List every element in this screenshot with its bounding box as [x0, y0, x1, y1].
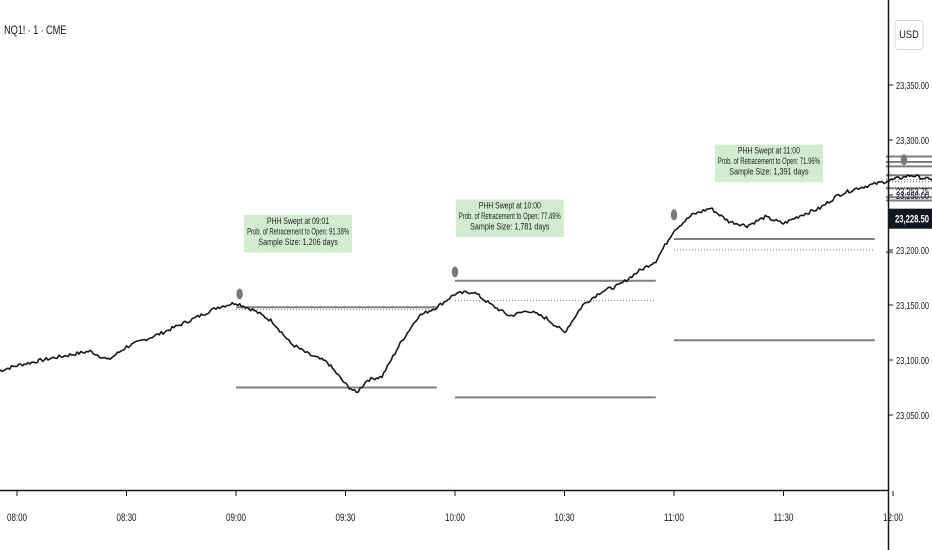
sweep-markers: [236, 154, 908, 300]
annotation-text: PHH Swept at 09:01: [267, 216, 329, 227]
annotation-text: Sample Size: 1,781 days: [470, 222, 550, 233]
annotation-text: Sample Size: 1,206 days: [258, 237, 338, 248]
x-tick-label: 08:00: [7, 512, 27, 524]
symbol-title[interactable]: NQ1! · 1 · CME: [4, 23, 67, 37]
annotation-text: Prob. of Retracement to Open: 71.96%: [718, 156, 820, 167]
x-tick-label: 11:30: [774, 512, 794, 524]
annotation-text: PHH Swept at 11:00: [738, 146, 800, 157]
x-tick-label: 09:30: [336, 512, 356, 524]
price-label: 23,253.75: [896, 186, 929, 198]
x-tick-label: 09:00: [226, 512, 246, 524]
annotation-text: PHH Swept at 10:00: [479, 201, 541, 212]
x-tick-label: 08:30: [117, 512, 137, 524]
sweep-marker[interactable]: [451, 266, 459, 278]
sweep-marker[interactable]: [670, 209, 678, 221]
x-tick-label: 11:00: [664, 512, 684, 524]
currency-button[interactable]: USD: [894, 20, 924, 50]
y-tick-label: 23,300.00: [896, 135, 929, 147]
price-line: [0, 174, 932, 394]
y-tick-label: 23,150.00: [896, 300, 929, 312]
y-tick-label: 23,100.00: [896, 355, 929, 367]
level-lines: [236, 155, 932, 399]
annotation-box: [244, 215, 353, 253]
annotation-text: Prob. of Retracement to Open: 77.49%: [459, 211, 561, 222]
last-price-label: 23,228.50: [895, 214, 929, 226]
x-tick-label: 12:00: [883, 512, 903, 524]
price-series: [0, 174, 932, 394]
y-tick-label: 23,350.00: [896, 80, 929, 92]
x-tick-label: 10:30: [555, 512, 575, 524]
y-tick-label: 23,050.00: [896, 410, 929, 422]
annotation-box: [455, 199, 564, 238]
annotation-text: Sample Size: 1,391 days: [729, 167, 809, 178]
sweep-marker[interactable]: [236, 288, 243, 300]
y-tick-label: 23,200.00: [896, 245, 929, 257]
x-tick-label: 10:00: [445, 512, 465, 524]
annotation-text: Prob. of Retracement to Open: 91.38%: [247, 227, 349, 238]
annotation-box: [714, 144, 823, 183]
sweep-marker[interactable]: [900, 154, 908, 166]
last-price-badge[interactable]: [889, 208, 932, 229]
y-tick-label: 23,250.00: [896, 190, 929, 202]
